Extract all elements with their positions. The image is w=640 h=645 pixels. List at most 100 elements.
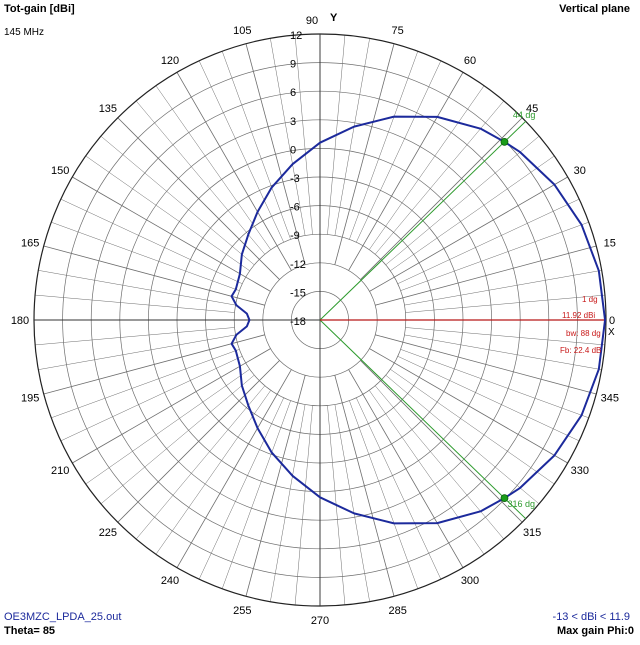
grid-spoke: [38, 270, 236, 306]
grid-spoke: [374, 100, 505, 255]
angle-label: 330: [571, 465, 589, 477]
beamwidth-point: [500, 494, 509, 503]
radial-tick-label: 12: [290, 30, 302, 42]
grid-spoke: [60, 198, 243, 284]
angle-label: 30: [574, 165, 586, 177]
angle-label: 75: [392, 25, 404, 37]
radial-tick-label: 6: [290, 87, 296, 99]
grid-spoke: [100, 374, 255, 505]
grid-spoke: [349, 51, 419, 240]
grid-spoke: [100, 135, 255, 266]
angle-label: 0: [609, 315, 615, 327]
gain-range-label: -13 < dBi < 11.9: [552, 611, 630, 623]
angle-label: 105: [233, 25, 251, 37]
front-back-value: Fb: 22.4 dB: [560, 346, 601, 355]
max-direction-label: 1 dg: [582, 295, 598, 304]
radial-tick-label: -6: [290, 202, 300, 214]
radial-tick-label: -9: [290, 230, 300, 242]
grid-spoke: [356, 397, 442, 580]
y-axis-label: Y: [330, 12, 338, 24]
grid-spoke: [374, 385, 505, 540]
grid-spoke: [270, 404, 306, 602]
grid-spoke: [349, 400, 419, 589]
frequency-label: 145 MHz: [4, 27, 45, 38]
grid-spoke: [369, 85, 485, 250]
grid-spoke: [135, 100, 266, 255]
grid-spoke: [405, 294, 605, 313]
grid-spoke: [221, 400, 291, 589]
grid-spoke: [404, 334, 602, 370]
grid-spoke: [385, 374, 540, 505]
angle-label: 120: [161, 55, 179, 67]
chart-title: Tot-gain [dBi]: [4, 3, 75, 15]
grid-spoke: [397, 198, 580, 284]
grid-spoke: [221, 51, 291, 240]
radial-tick-label: 0: [290, 144, 296, 156]
grid-spoke: [294, 405, 313, 605]
grid-spoke: [405, 327, 605, 346]
radial-tick-label: 9: [290, 59, 296, 71]
angle-label: 180: [11, 315, 29, 327]
grid-spoke: [390, 155, 555, 271]
grid-spoke: [38, 334, 236, 370]
bw-upper-label: 44 dg: [513, 110, 536, 120]
grid-spoke: [390, 369, 555, 485]
grid-spoke: [270, 38, 306, 236]
grid-spoke: [35, 327, 235, 346]
grid-spoke: [85, 369, 250, 485]
grid-spoke: [294, 35, 313, 235]
grid-spoke: [155, 390, 271, 555]
grid-spoke: [198, 397, 284, 580]
grid-spoke: [35, 294, 235, 313]
angle-label: 255: [233, 605, 251, 617]
grid-spoke: [51, 349, 240, 419]
theta-label: Theta= 85: [4, 625, 56, 637]
angle-label: 45: [526, 103, 538, 115]
angle-label: 15: [604, 237, 616, 249]
grid-spoke: [369, 390, 485, 555]
beamwidth-line: [319, 120, 527, 321]
angle-label: 225: [99, 527, 117, 539]
angle-label: 300: [461, 575, 479, 587]
angle-label: 270: [311, 615, 329, 627]
x-axis-mark: X: [608, 327, 615, 338]
radial-tick-label: -15: [290, 287, 306, 299]
angle-label: 90: [306, 15, 318, 27]
beamwidth-value: bw: 88 dg: [566, 329, 601, 338]
angle-label: 165: [21, 237, 39, 249]
grid-spoke: [397, 356, 580, 442]
grid-spoke: [60, 356, 243, 442]
file-name: OE3MZC_LPDA_25.out: [4, 611, 122, 623]
angle-label: 135: [99, 103, 117, 115]
max-gain-label: Max gain Phi:0: [556, 625, 634, 637]
bw-lower-label: 316 dg: [507, 499, 535, 509]
radial-tick-label: 3: [290, 116, 296, 128]
grid-spoke: [135, 385, 266, 540]
angle-label: 60: [464, 55, 476, 67]
angle-label: 315: [523, 527, 541, 539]
angle-label: 150: [51, 165, 69, 177]
grid-spoke: [356, 60, 442, 243]
beamwidth-line: [319, 319, 527, 520]
grid-spoke: [400, 221, 589, 291]
grid-spoke: [334, 404, 370, 602]
grid-spoke: [155, 85, 271, 250]
grid-spoke: [85, 155, 250, 271]
grid-spoke: [198, 60, 284, 243]
beamwidth-point: [500, 137, 509, 146]
grid-spoke: [400, 349, 589, 419]
max-gain-value: 11.92 dBi: [562, 311, 595, 320]
radial-tick-label: -12: [290, 259, 306, 271]
radial-tick-label: -3: [290, 173, 300, 185]
grid-spoke: [334, 38, 370, 236]
angle-label: 285: [388, 605, 406, 617]
grid-spoke: [385, 135, 540, 266]
angle-label: 240: [161, 575, 179, 587]
plane-label: Vertical plane: [559, 3, 630, 15]
radial-tick-label: -18: [290, 316, 306, 328]
angle-label: 345: [601, 393, 619, 405]
grid-spoke: [51, 221, 240, 291]
grid-spoke: [404, 270, 602, 306]
